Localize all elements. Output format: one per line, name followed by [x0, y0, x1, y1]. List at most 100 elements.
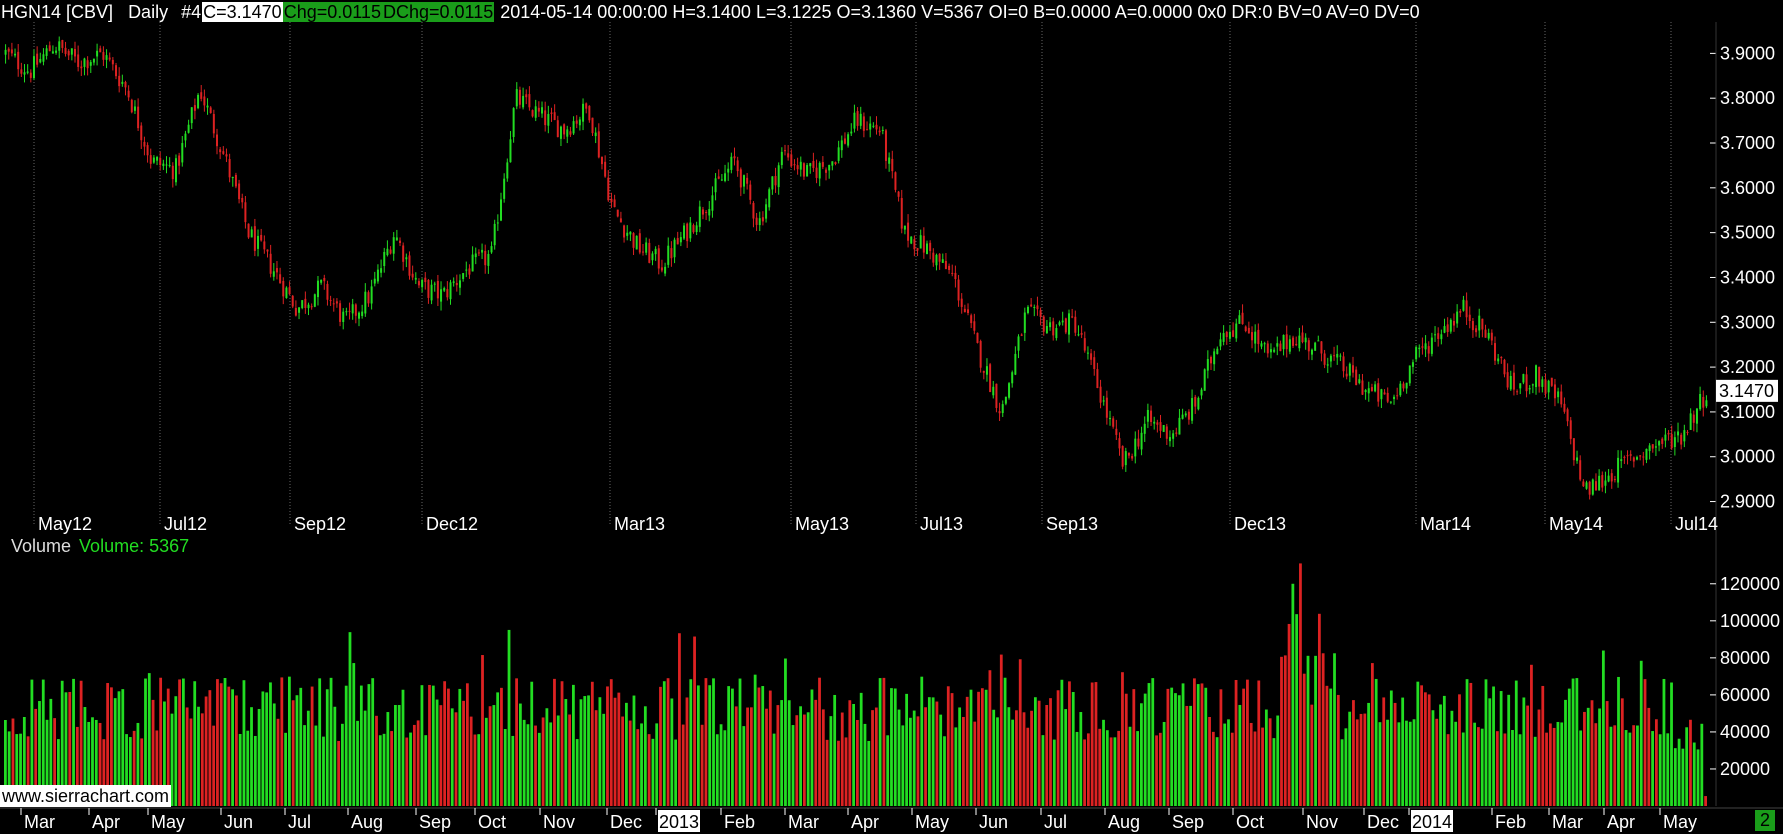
candle-body [1008, 383, 1011, 398]
volume-bar [1314, 655, 1317, 806]
candle-body [417, 281, 420, 286]
volume-bar [72, 678, 75, 806]
candle-body [1285, 334, 1288, 350]
candle-body [225, 154, 228, 157]
candle-body [304, 298, 307, 309]
volume-bar [1477, 727, 1480, 806]
candle-body [1440, 334, 1443, 340]
candle-body [1333, 355, 1336, 357]
candle-body [1263, 343, 1266, 345]
candle-body [118, 75, 121, 87]
candle-body [1143, 423, 1146, 434]
price-tick-label: 3.2000 [1720, 357, 1775, 377]
candle-body [380, 268, 383, 273]
price-tick-label: 3.6000 [1720, 178, 1775, 198]
volume-bar [712, 678, 715, 806]
volume-bar [1666, 733, 1670, 806]
volume-bar [856, 719, 859, 806]
volume-bar [439, 705, 443, 806]
volume-bar [927, 697, 931, 806]
time-tick-label: Feb [1495, 812, 1526, 832]
candle-body [1478, 315, 1481, 331]
candle-body [746, 177, 749, 184]
volume-bar [810, 689, 814, 806]
candle-body [376, 269, 379, 282]
candle-body [1317, 340, 1320, 342]
candle-body [705, 212, 708, 214]
candle-body [951, 272, 954, 274]
candle-body [408, 255, 411, 276]
candle-body [881, 129, 884, 131]
candle-body [1623, 456, 1626, 458]
volume-bar [969, 689, 973, 806]
candle-body [1093, 357, 1096, 370]
candle-body [1083, 338, 1086, 351]
candle-body [629, 231, 632, 235]
candle-body [875, 124, 878, 130]
volume-bar [1276, 715, 1280, 806]
volume-bar [511, 735, 515, 806]
candle-body [768, 189, 771, 208]
volume-bar [590, 681, 594, 806]
volume-bar [1272, 738, 1276, 806]
candle-body [954, 272, 957, 280]
candle-body [878, 130, 881, 133]
candle-body [679, 237, 682, 243]
candle-body [1288, 339, 1291, 352]
candle-body [219, 149, 222, 153]
candle-body [77, 54, 80, 67]
candle-body [1165, 426, 1168, 439]
candle-body [1146, 409, 1149, 422]
candle-body [534, 106, 537, 118]
volume-bar [1507, 694, 1511, 806]
candle-body [1661, 438, 1664, 444]
volume-bar [515, 678, 518, 806]
candle-body [582, 103, 585, 122]
volume-bar [1041, 735, 1045, 806]
volume-bar [848, 700, 852, 806]
date-tick-label: May14 [1549, 514, 1603, 534]
volume-bar [185, 707, 189, 806]
volume-bar [1113, 737, 1117, 806]
candle-body [222, 151, 225, 154]
volume-bar [49, 698, 53, 806]
candle-body [1449, 319, 1452, 332]
volume-bar [4, 720, 7, 806]
candle-body [698, 206, 701, 227]
volume-bar [1594, 723, 1598, 806]
volume-bar [132, 730, 136, 806]
candle-body [610, 198, 613, 203]
candle-body [686, 223, 689, 242]
candle-body [17, 51, 20, 70]
volume-bar [1571, 678, 1575, 806]
volume-bar [1461, 732, 1465, 806]
candle-body [99, 48, 102, 53]
candle-body [61, 39, 64, 48]
volume-bar [462, 700, 465, 806]
candle-body [51, 51, 54, 54]
time-tick-label: 2014 [1412, 812, 1452, 832]
candle-body [1232, 330, 1235, 337]
candle-body [1692, 414, 1695, 423]
chartbook-page-indicator[interactable]: 2 [1755, 810, 1775, 831]
candle-body [1254, 331, 1257, 344]
candle-body [1314, 342, 1317, 351]
time-tick-label: Mar [24, 812, 55, 832]
volume-bar [776, 705, 780, 806]
volume-bar [1299, 563, 1302, 806]
candle-body [4, 49, 7, 55]
time-tick-label: Oct [1236, 812, 1264, 832]
candle-body [471, 254, 474, 272]
volume-bar [765, 708, 768, 806]
price-axis: 3.9000 3.8000 3.7000 3.6000 3.5000 3.4000 3.30… [1710, 22, 1775, 806]
volume-bar [367, 684, 371, 806]
volume-bar [272, 703, 276, 806]
candle-body [247, 223, 250, 238]
volume-bar [753, 674, 757, 806]
volume-tick-label: 20000 [1720, 759, 1770, 779]
candle-body [1064, 318, 1067, 333]
volume-bar [352, 663, 356, 806]
volume-bar [1643, 679, 1647, 806]
candle-body [660, 267, 663, 271]
